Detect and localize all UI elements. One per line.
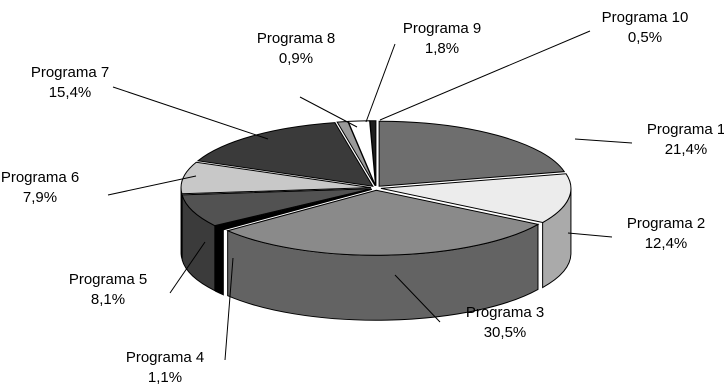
leader-line-10 (379, 30, 591, 121)
slice-label-5: Programa 5 (69, 271, 147, 288)
slice-label-8: Programa 8 (257, 30, 335, 47)
leader-line-7 (112, 86, 269, 140)
leader-line-9 (365, 43, 396, 123)
slice-label-1: Programa 1 (647, 121, 724, 138)
slice-top-1 (378, 120, 566, 187)
slice-label-4: Programa 4 (126, 349, 204, 366)
leader-line-5 (169, 241, 206, 294)
slice-top-2 (380, 173, 572, 224)
slice-value-10: 0,5% (628, 29, 662, 46)
slice-label-3: Programa 3 (466, 304, 544, 321)
slice-side-4 (215, 225, 224, 296)
slice-labels: Programa 1 21,4% Programa 2 12,4% Programa 3… (1, 9, 724, 386)
slice-value-4: 1,1% (148, 369, 182, 386)
leader-line-8 (299, 96, 358, 128)
slice-label-10: Programa 10 (602, 9, 689, 26)
pie-tops (180, 120, 572, 256)
slice-value-5: 8,1% (91, 291, 125, 308)
slice-label-6: Programa 6 (1, 169, 79, 186)
slice-label-2: Programa 2 (627, 215, 705, 232)
slice-label-9: Programa 9 (403, 20, 481, 37)
slice-value-2: 12,4% (645, 235, 688, 252)
leader-line-1 (574, 138, 633, 144)
slice-top-4 (214, 188, 373, 231)
slice-top-10 (369, 120, 377, 186)
leader-line-6 (107, 175, 197, 196)
leader-line-2 (567, 232, 613, 238)
slice-top-6 (180, 161, 372, 195)
slice-value-8: 0,9% (279, 50, 313, 67)
leader-line-3 (394, 274, 441, 323)
leader-lines (107, 30, 633, 361)
slice-value-9: 1,8% (425, 40, 459, 57)
slice-label-7: Programa 7 (31, 64, 109, 81)
slice-top-3 (226, 189, 540, 256)
slice-value-6: 7,9% (23, 189, 57, 206)
slice-value-7: 15,4% (49, 84, 92, 101)
slice-value-1: 21,4% (665, 141, 708, 158)
leader-line-4 (224, 257, 234, 361)
slice-top-7 (196, 122, 374, 187)
slice-value-3: 30,5% (484, 324, 527, 341)
slice-top-5 (181, 188, 372, 227)
